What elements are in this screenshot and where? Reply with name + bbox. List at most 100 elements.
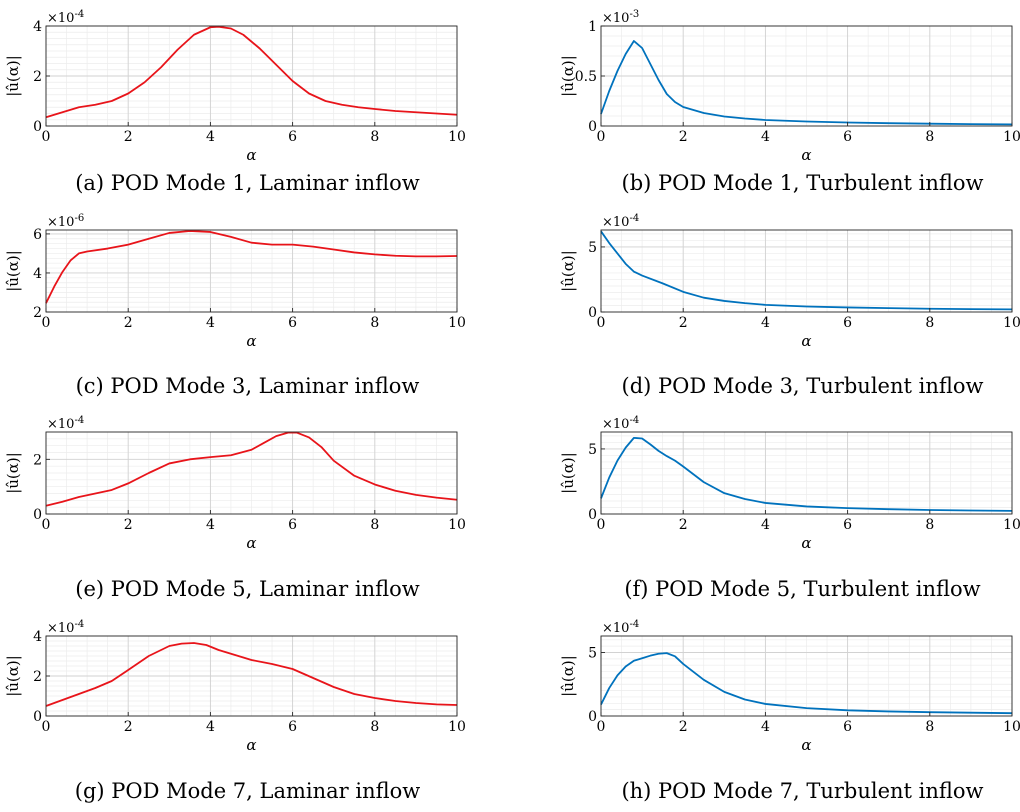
x-axis-label: α bbox=[801, 534, 811, 552]
chart-panel-1: 0 2 4 6 8 10 0 0.5 1 ×10-3 α |û(α)| (b) POD Mode 1, … bbox=[559, 9, 1020, 195]
x-tick-label: 6 bbox=[843, 719, 852, 735]
subfigure-caption: (d) POD Mode 3, Turbulent inflow bbox=[622, 374, 984, 398]
y-tick-label: 0 bbox=[588, 305, 597, 321]
y-tick-label: 0 bbox=[588, 119, 597, 135]
x-tick-label: 4 bbox=[761, 315, 770, 331]
x-tick-label: 6 bbox=[288, 129, 297, 145]
x-tick-label: 4 bbox=[761, 719, 770, 735]
x-axis-label: α bbox=[246, 146, 256, 164]
y-tick-label: 4 bbox=[33, 629, 42, 645]
y-multiplier-exponent: -4 bbox=[629, 619, 639, 630]
x-tick-label: 8 bbox=[370, 517, 379, 533]
x-tick-label: 4 bbox=[761, 517, 770, 533]
x-tick-label: 8 bbox=[925, 315, 934, 331]
y-tick-label: 0 bbox=[33, 119, 42, 135]
axes-box bbox=[45, 229, 458, 313]
x-tick-label: 0 bbox=[597, 517, 606, 533]
y-axis-label: |û(α)| bbox=[559, 655, 577, 697]
y-multiplier: ×10-3 bbox=[602, 9, 639, 26]
x-tick-label: 6 bbox=[843, 315, 852, 331]
x-tick-label: 10 bbox=[1003, 719, 1020, 735]
x-tick-label: 0 bbox=[42, 315, 51, 331]
y-axis-label: |û(α)| bbox=[559, 55, 577, 97]
y-axis-label: |û(α)| bbox=[4, 655, 22, 697]
y-tick-label: 5 bbox=[588, 646, 597, 662]
y-tick-label: 0 bbox=[588, 507, 597, 523]
x-tick-label: 6 bbox=[843, 517, 852, 533]
series-line bbox=[45, 431, 458, 507]
series-line bbox=[600, 436, 1013, 512]
chart-panel-0: 0 2 4 6 8 10 0 2 4 ×10-4 α |û(α)| (a) POD Mode 1, La… bbox=[4, 9, 466, 195]
subfigure-caption: (g) POD Mode 7, Laminar inflow bbox=[75, 779, 421, 803]
chart-panel-3: 0 2 4 6 8 10 0 5 ×10-4 α |û(α)| (d) POD Mode 3, Tur… bbox=[559, 213, 1020, 398]
x-tick-label: 4 bbox=[206, 315, 215, 331]
y-multiplier-exponent: -4 bbox=[74, 415, 84, 426]
x-tick-label: 8 bbox=[370, 719, 379, 735]
x-tick-label: 4 bbox=[206, 129, 215, 145]
y-tick-label: 2 bbox=[33, 452, 42, 468]
y-multiplier-exponent: -6 bbox=[74, 213, 84, 224]
x-tick-label: 0 bbox=[42, 517, 51, 533]
x-tick-label: 4 bbox=[206, 719, 215, 735]
x-tick-label: 2 bbox=[124, 129, 133, 145]
chart-panel-4: 0 2 4 6 8 10 0 2 ×10-4 α |û(α)| (e) POD Mode 5, Lam… bbox=[4, 415, 466, 601]
x-tick-label: 2 bbox=[124, 719, 133, 735]
x-tick-label: 8 bbox=[925, 129, 934, 145]
y-multiplier-exponent: -4 bbox=[74, 9, 84, 20]
x-tick-label: 6 bbox=[843, 129, 852, 145]
x-tick-label: 6 bbox=[288, 315, 297, 331]
x-tick-label: 0 bbox=[597, 129, 606, 145]
x-axis-label: α bbox=[246, 534, 256, 552]
y-axis-label: |û(α)| bbox=[4, 250, 22, 292]
x-tick-label: 8 bbox=[925, 517, 934, 533]
y-tick-label: 2 bbox=[33, 669, 42, 685]
chart-panel-5: 0 2 4 6 8 10 0 5 ×10-4 α |û(α)| (f) POD Mode 5, Tur… bbox=[559, 415, 1020, 601]
x-tick-label: 0 bbox=[42, 129, 51, 145]
x-tick-label: 10 bbox=[1003, 129, 1020, 145]
subfigure-caption: (e) POD Mode 5, Laminar inflow bbox=[75, 577, 419, 601]
x-tick-label: 8 bbox=[370, 315, 379, 331]
x-tick-label: 8 bbox=[925, 719, 934, 735]
y-multiplier: ×10-4 bbox=[602, 619, 639, 636]
y-multiplier-exponent: -4 bbox=[629, 415, 639, 426]
y-multiplier: ×10-4 bbox=[47, 619, 84, 636]
y-axis-label: |û(α)| bbox=[559, 250, 577, 292]
subfigure-caption: (c) POD Mode 3, Laminar inflow bbox=[76, 374, 420, 398]
y-multiplier: ×10-4 bbox=[47, 9, 84, 26]
axes-box bbox=[600, 635, 1013, 717]
y-multiplier-exponent: -4 bbox=[629, 213, 639, 224]
y-multiplier: ×10-6 bbox=[47, 213, 84, 230]
y-tick-label: 2 bbox=[33, 69, 42, 85]
x-tick-label: 10 bbox=[1003, 517, 1020, 533]
x-tick-label: 0 bbox=[42, 719, 51, 735]
y-tick-label: 0.5 bbox=[575, 69, 597, 85]
y-multiplier: ×10-4 bbox=[602, 213, 639, 230]
series-line bbox=[600, 40, 1013, 126]
x-tick-label: 2 bbox=[124, 315, 133, 331]
x-axis-label: α bbox=[801, 332, 811, 350]
x-tick-label: 0 bbox=[597, 719, 606, 735]
y-tick-label: 2 bbox=[33, 305, 42, 321]
chart-panel-7: 0 2 4 6 8 10 0 5 ×10-4 α |û(α)| (h) POD Mode 7, Tur… bbox=[559, 619, 1020, 803]
y-tick-label: 0 bbox=[588, 709, 597, 725]
x-tick-label: 2 bbox=[679, 129, 688, 145]
y-axis-label: |û(α)| bbox=[4, 55, 22, 97]
axes-box bbox=[600, 431, 1013, 515]
x-tick-label: 2 bbox=[124, 517, 133, 533]
y-tick-label: 5 bbox=[588, 240, 597, 256]
y-axis-label: |û(α)| bbox=[4, 452, 22, 494]
series-line bbox=[600, 230, 1013, 311]
axes-box bbox=[45, 431, 458, 515]
series-line bbox=[45, 642, 458, 707]
y-multiplier-exponent: -4 bbox=[74, 619, 84, 630]
subfigure-caption: (h) POD Mode 7, Turbulent inflow bbox=[621, 779, 983, 803]
series-line bbox=[600, 652, 1013, 715]
x-tick-label: 2 bbox=[679, 719, 688, 735]
x-axis-label: α bbox=[246, 332, 256, 350]
x-axis-label: α bbox=[246, 736, 256, 754]
x-tick-label: 10 bbox=[448, 719, 466, 735]
y-tick-label: 0 bbox=[33, 507, 42, 523]
y-tick-label: 0 bbox=[33, 709, 42, 725]
